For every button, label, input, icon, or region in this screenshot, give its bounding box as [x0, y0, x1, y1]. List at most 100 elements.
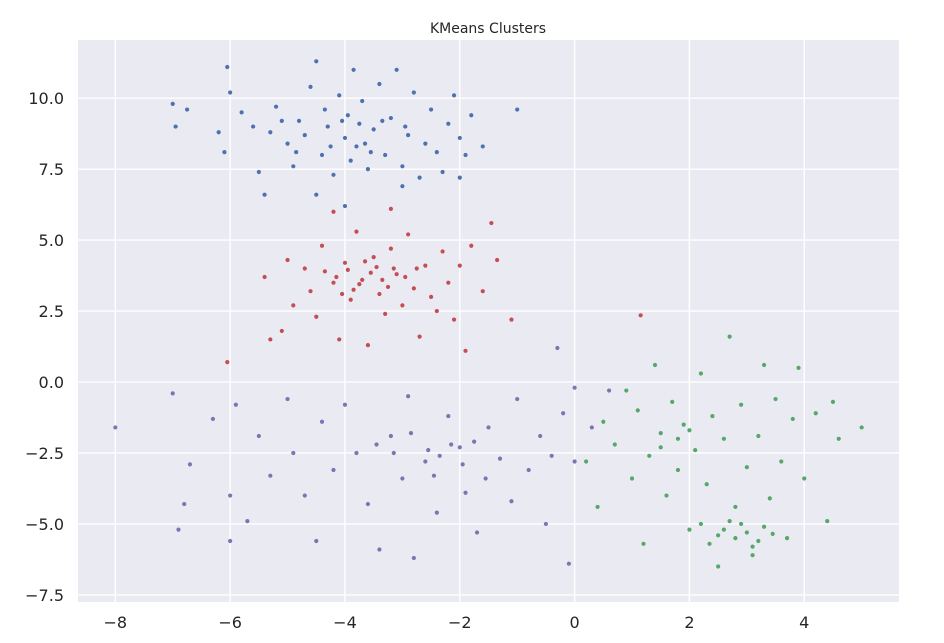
data-point — [354, 450, 359, 456]
data-point — [357, 282, 362, 287]
data-point — [225, 64, 230, 70]
y-tick-label: −5.0 — [25, 515, 64, 534]
data-point — [449, 442, 454, 447]
data-point — [268, 473, 273, 478]
data-point — [825, 519, 830, 524]
data-point — [228, 493, 233, 498]
data-point — [182, 501, 187, 507]
data-point — [756, 433, 761, 439]
data-point — [400, 476, 405, 481]
data-point — [279, 328, 284, 334]
data-point — [406, 394, 411, 399]
data-point — [739, 402, 744, 407]
y-tick-label: −7.5 — [25, 586, 64, 605]
data-point — [406, 132, 411, 138]
data-point — [302, 493, 307, 498]
data-point — [796, 365, 801, 370]
data-point — [836, 436, 841, 441]
data-point — [428, 294, 434, 299]
data-point — [380, 277, 385, 282]
data-point — [601, 419, 606, 424]
data-point — [308, 84, 313, 89]
data-point — [348, 297, 353, 302]
data-point — [687, 527, 692, 532]
data-point — [251, 124, 256, 129]
data-point — [612, 442, 617, 447]
data-point — [342, 135, 348, 141]
data-point — [495, 257, 500, 263]
y-axis-ticks: −7.5 −5.0 −2.5 0.0 2.5 5.0 7.5 10.0 — [25, 89, 64, 605]
data-point — [400, 303, 405, 308]
data-point — [750, 553, 755, 558]
x-tick-label: −2 — [448, 613, 472, 632]
data-point — [440, 169, 445, 175]
data-point — [216, 130, 221, 135]
data-point — [451, 317, 457, 322]
data-point — [291, 164, 296, 169]
data-point — [225, 360, 230, 365]
cluster-series-3 — [584, 334, 864, 569]
data-point — [652, 362, 658, 368]
y-tick-label: −2.5 — [25, 444, 64, 463]
data-point — [434, 150, 439, 155]
data-point — [446, 413, 451, 419]
data-point — [664, 493, 669, 498]
data-point — [391, 450, 396, 456]
data-point — [463, 152, 468, 158]
data-point — [543, 521, 549, 527]
data-point — [308, 289, 313, 294]
data-point — [362, 259, 368, 264]
data-point — [526, 467, 531, 473]
data-point — [362, 141, 368, 146]
data-point — [342, 260, 348, 265]
data-point — [351, 67, 356, 72]
data-point — [394, 272, 399, 277]
data-point — [228, 90, 233, 95]
data-point — [342, 402, 348, 407]
data-point — [331, 172, 336, 177]
data-point — [451, 93, 457, 98]
data-point — [406, 232, 411, 237]
data-point — [368, 150, 373, 155]
data-point — [474, 530, 480, 535]
data-point — [744, 530, 749, 535]
data-point — [245, 519, 250, 524]
data-point — [681, 422, 686, 427]
data-point — [176, 527, 181, 532]
data-point — [113, 425, 118, 430]
cluster-series-2 — [113, 345, 612, 566]
data-point — [727, 334, 732, 339]
data-point — [170, 391, 175, 396]
data-point — [342, 203, 348, 209]
data-point — [670, 399, 675, 404]
data-point — [790, 416, 795, 422]
data-point — [291, 303, 296, 308]
data-point — [483, 476, 488, 481]
data-point — [813, 411, 818, 416]
data-point — [624, 388, 629, 393]
data-point — [377, 81, 382, 87]
data-point — [773, 396, 778, 402]
data-point — [446, 280, 451, 285]
y-tick-label: 5.0 — [39, 231, 64, 250]
data-point — [549, 453, 554, 458]
data-point — [268, 130, 273, 135]
data-point — [733, 536, 738, 541]
data-point — [314, 192, 319, 197]
data-point — [228, 538, 233, 544]
data-point — [457, 175, 462, 180]
data-point — [380, 118, 385, 123]
data-point — [319, 243, 325, 248]
data-point — [348, 158, 353, 163]
data-point — [437, 453, 442, 458]
data-point — [572, 385, 577, 390]
data-point — [417, 175, 422, 180]
data-point — [635, 408, 640, 413]
x-tick-label: 4 — [799, 613, 809, 632]
data-point — [761, 362, 767, 368]
data-point — [296, 118, 302, 123]
data-point — [716, 564, 721, 569]
data-point — [698, 371, 704, 376]
data-point — [675, 467, 681, 473]
data-point — [802, 476, 807, 481]
